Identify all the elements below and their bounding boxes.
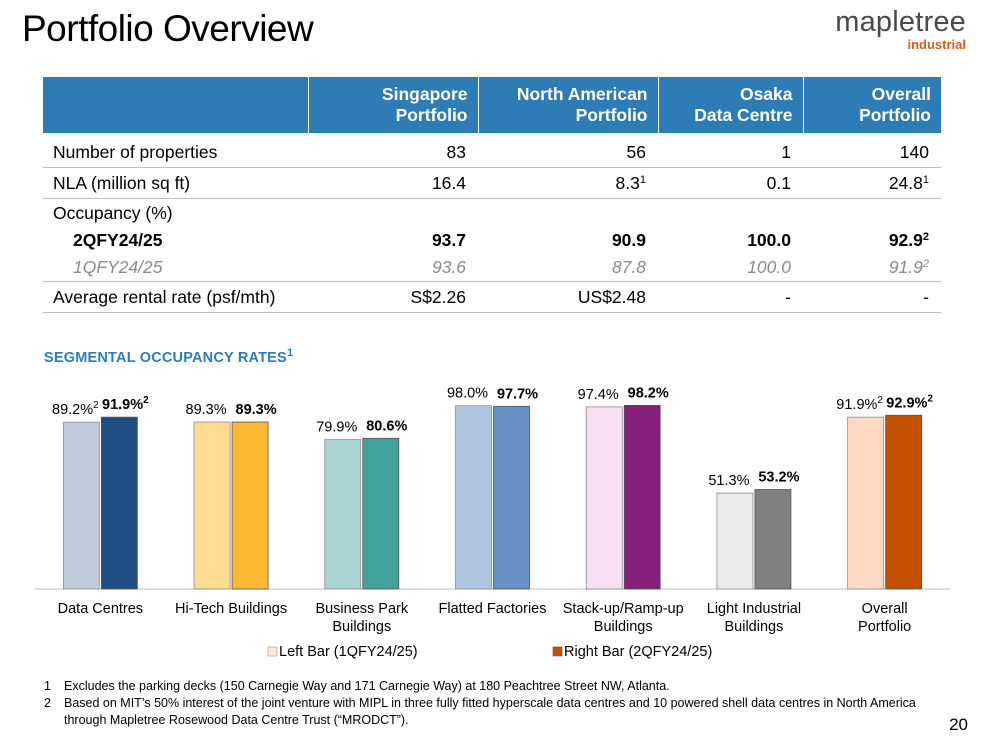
data-label-left: 89.2%2 xyxy=(52,400,99,418)
cell-value: 83 xyxy=(308,133,478,168)
data-label-right: 92.9%2 xyxy=(886,393,933,411)
category-label: Buildings xyxy=(594,619,653,635)
cell-value: - xyxy=(803,281,941,313)
category-label: Overall xyxy=(862,601,908,617)
category-label: Buildings xyxy=(332,619,391,635)
footnote-1: 1 Excludes the parking decks (150 Carnegi… xyxy=(44,679,670,693)
cell-value: 56 xyxy=(478,133,658,168)
bar-right xyxy=(231,421,269,590)
data-label-right: 98.2% xyxy=(628,385,669,401)
bar-left xyxy=(847,416,885,590)
bar-left xyxy=(716,492,754,590)
header-text: Singapore Portfolio xyxy=(381,84,468,125)
bar-left xyxy=(62,421,100,590)
legend-swatch-right xyxy=(552,646,563,657)
table-row-occupancy-2q: 2QFY24/25 93.7 90.9 100.0 92.92 xyxy=(43,227,941,254)
header-singapore: Singapore Portfolio xyxy=(307,77,478,133)
header-text: North American Portfolio xyxy=(516,84,648,125)
bar-right xyxy=(623,404,661,590)
page-title: Portfolio Overview xyxy=(22,8,314,49)
data-label-right: 80.6% xyxy=(366,418,407,434)
table-header-row: Singapore Portfolio North American Portfol… xyxy=(43,77,941,133)
category-label: Portfolio xyxy=(858,619,911,635)
cell-value: 93.6 xyxy=(308,254,478,282)
cell-value: 8.31 xyxy=(478,167,658,199)
header-text: Osaka Data Centre xyxy=(694,84,793,125)
header-text: Overall Portfolio xyxy=(859,84,931,125)
category-label: Buildings xyxy=(725,619,784,635)
bar-left xyxy=(455,405,492,590)
row-label: Occupancy (%) xyxy=(53,203,173,223)
header-north-american: North American Portfolio xyxy=(477,77,658,133)
category-label: Data Centres xyxy=(58,601,143,617)
cell-value: 140 xyxy=(803,133,941,168)
header-blank xyxy=(43,77,308,133)
table-row-occupancy-1q: 1QFY24/25 93.6 87.8 100.0 91.92 xyxy=(43,254,941,282)
category-label: Business Park xyxy=(315,601,408,617)
category-label: Stack-up/Ramp-up xyxy=(563,601,684,617)
cell-value: 1 xyxy=(658,133,803,168)
logo-wordmark: mapletree xyxy=(835,6,966,38)
header-osaka: Osaka Data Centre xyxy=(657,77,803,133)
bar-left xyxy=(324,439,362,590)
data-label-right: 97.7% xyxy=(497,386,538,402)
portfolio-table: Singapore Portfolio North American Portfol… xyxy=(43,77,941,313)
segment-chart-title: SEGMENTAL OCCUPANCY RATES1 xyxy=(44,347,294,367)
legend-swatch-left xyxy=(267,646,278,657)
footnote-2: 2 Based on MIT’s 50% interest of the join… xyxy=(44,696,916,727)
data-label-right: 89.3% xyxy=(236,402,277,418)
cell-value: 90.9 xyxy=(611,230,646,250)
cell-value: 87.8 xyxy=(478,254,658,282)
footnotes: 1 Excludes the parking decks (150 Carnegi… xyxy=(44,678,944,729)
row-label: Number of properties xyxy=(43,133,308,168)
row-label: 2QFY24/25 xyxy=(73,230,163,250)
legend-label-left: Left Bar (1QFY24/25) xyxy=(279,644,418,660)
bar-right xyxy=(493,405,530,590)
bar-right xyxy=(885,414,923,590)
data-label-right: 53.2% xyxy=(758,470,799,486)
bar-right xyxy=(100,416,138,590)
cell-value: 92.92 xyxy=(888,230,929,250)
legend-label-right: Right Bar (2QFY24/25) xyxy=(564,644,712,660)
cell-value: 100.0 xyxy=(658,254,803,282)
row-label: NLA (million sq ft) xyxy=(43,167,308,199)
cell-value: 24.81 xyxy=(803,167,941,199)
logo-subtitle: industrial xyxy=(907,37,966,52)
data-label-left: 98.0% xyxy=(447,386,488,402)
cell-value: 91.92 xyxy=(803,254,941,282)
data-label-left: 91.9%2 xyxy=(836,395,883,413)
cell-value: US$2.48 xyxy=(478,281,658,313)
cell-value: 16.4 xyxy=(308,167,478,199)
cell-value: 93.7 xyxy=(431,230,466,250)
category-label: Light Industrial xyxy=(707,601,801,617)
page-number: 20 xyxy=(949,715,968,734)
table-row-nla: NLA (million sq ft) 16.4 8.31 0.1 24.81 xyxy=(43,167,941,199)
bar-left xyxy=(193,421,231,590)
data-label-left: 89.3% xyxy=(186,402,227,418)
category-label: Hi-Tech Buildings xyxy=(175,601,287,617)
cell-value: 0.1 xyxy=(658,167,803,199)
table-row-rental: Average rental rate (psf/mth) S$2.26 US$… xyxy=(43,281,941,313)
data-label-left: 79.9% xyxy=(316,420,357,436)
header-overall: Overall Portfolio xyxy=(802,77,941,133)
row-label: 1QFY24/25 xyxy=(43,254,308,282)
category-label: Flatted Factories xyxy=(439,601,547,617)
data-label-right: 91.9%2 xyxy=(102,395,149,413)
table-row-properties: Number of properties 83 56 1 140 xyxy=(43,133,941,168)
cell-value: - xyxy=(658,281,803,313)
bar-right xyxy=(754,489,792,590)
row-label: Average rental rate (psf/mth) xyxy=(43,281,308,313)
cell-value: 100.0 xyxy=(747,230,791,250)
table-row-occupancy-heading: Occupancy (%) xyxy=(43,199,941,228)
cell-value: S$2.26 xyxy=(308,281,478,313)
data-label-left: 51.3% xyxy=(708,473,749,489)
bar-left xyxy=(585,406,623,590)
bar-right xyxy=(362,437,400,590)
data-label-left: 97.4% xyxy=(578,387,619,403)
company-logo: mapletree industrial xyxy=(835,6,966,52)
